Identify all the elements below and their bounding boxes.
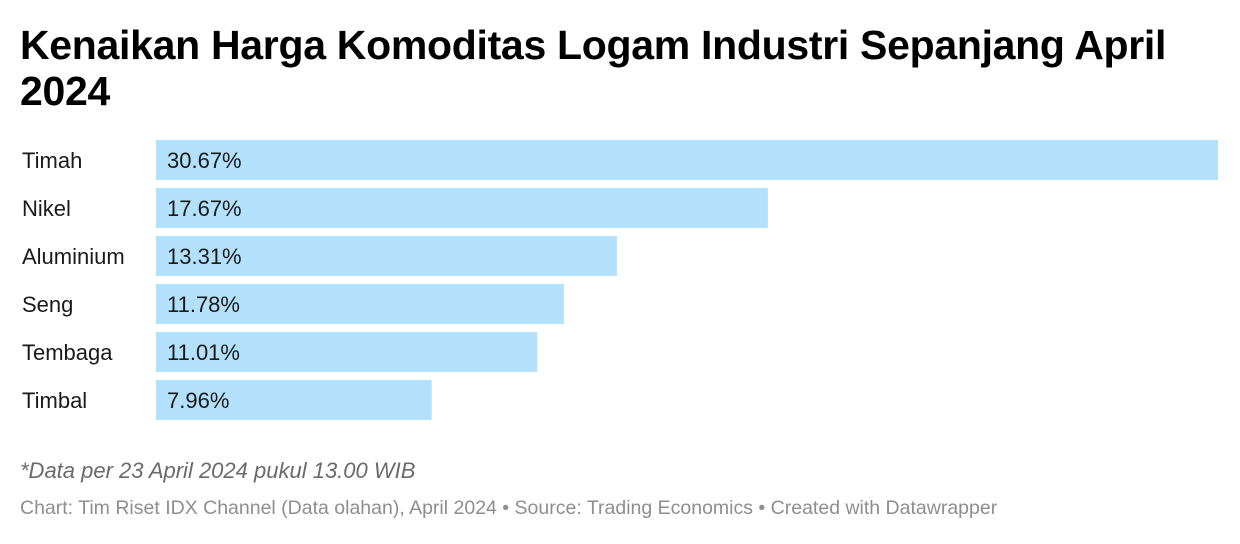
value-label: 30.67% <box>167 148 242 173</box>
bar <box>156 380 432 420</box>
chart-title: Kenaikan Harga Komoditas Logam Industri … <box>20 22 1167 114</box>
value-label: 11.01% <box>167 340 240 365</box>
value-label: 13.31% <box>167 244 242 269</box>
category-label: Aluminium <box>22 244 125 269</box>
bar-row: Timbal 7.96% <box>22 380 432 420</box>
bar-row: Timah 30.67% <box>22 140 1218 180</box>
chart-footer: Chart: Tim Riset IDX Channel (Data olaha… <box>20 497 998 519</box>
bar <box>156 140 1218 180</box>
bar-row: Seng 11.78% <box>22 284 564 324</box>
category-label: Tembaga <box>22 340 113 365</box>
category-label: Seng <box>22 292 73 317</box>
value-label: 11.78% <box>167 292 240 317</box>
chart-notes: *Data per 23 April 2024 pukul 13.00 WIB <box>20 458 416 483</box>
bar-row: Tembaga 11.01% <box>22 332 538 372</box>
bar <box>156 236 617 276</box>
bar <box>156 188 768 228</box>
category-label: Timah <box>22 148 82 173</box>
category-label: Timbal <box>22 388 87 413</box>
bar <box>156 332 538 372</box>
bar-row: Nikel 17.67% <box>22 188 768 228</box>
value-label: 17.67% <box>167 196 242 221</box>
category-label: Nikel <box>22 196 71 221</box>
bar-row: Aluminium 13.31% <box>22 236 617 276</box>
bar <box>156 284 564 324</box>
value-label: 7.96% <box>167 388 229 413</box>
